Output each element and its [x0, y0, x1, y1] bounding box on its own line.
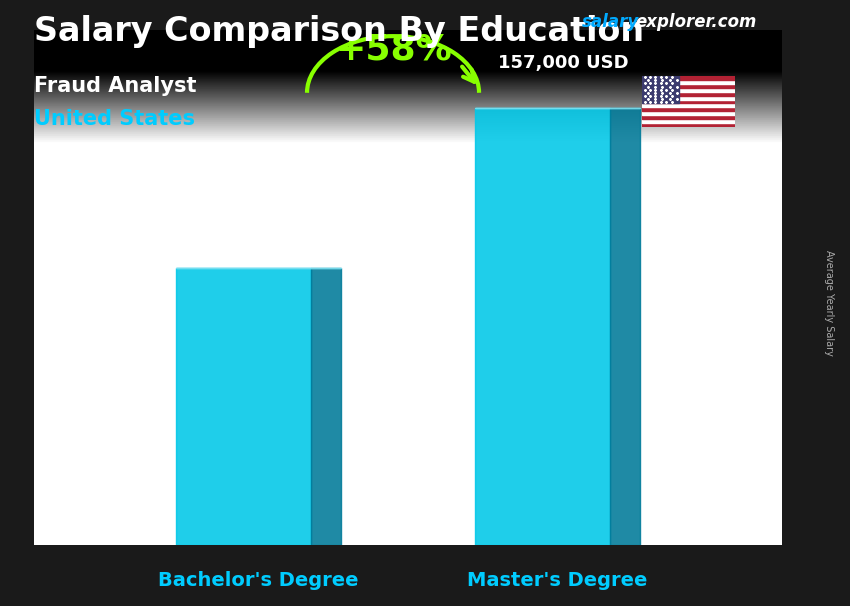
Polygon shape	[610, 108, 640, 545]
Bar	[642, 92, 735, 96]
Bar	[642, 112, 735, 115]
Text: Fraud Analyst: Fraud Analyst	[34, 76, 196, 96]
Bar	[642, 99, 735, 104]
Bar	[176, 268, 311, 545]
Bar	[642, 76, 679, 104]
Text: explorer.com: explorer.com	[635, 13, 756, 32]
Bar	[642, 76, 735, 80]
Text: United States: United States	[34, 109, 195, 129]
Bar	[642, 115, 735, 119]
Bar	[642, 84, 735, 88]
Text: Average Yearly Salary: Average Yearly Salary	[824, 250, 834, 356]
Bar	[642, 107, 735, 112]
Polygon shape	[311, 268, 341, 545]
Bar	[642, 88, 735, 92]
Bar	[642, 104, 735, 107]
Text: +58%: +58%	[335, 33, 451, 67]
Bar	[642, 123, 735, 127]
Text: salary: salary	[582, 13, 639, 32]
Bar	[642, 119, 735, 123]
Text: 157,000 USD: 157,000 USD	[497, 54, 628, 72]
Bar	[475, 108, 610, 545]
Text: Master's Degree: Master's Degree	[468, 571, 648, 590]
Text: Bachelor's Degree: Bachelor's Degree	[158, 571, 359, 590]
Text: 99,600 USD: 99,600 USD	[205, 214, 323, 232]
Text: Salary Comparison By Education: Salary Comparison By Education	[34, 15, 644, 48]
Bar	[642, 96, 735, 99]
Bar	[642, 80, 735, 84]
